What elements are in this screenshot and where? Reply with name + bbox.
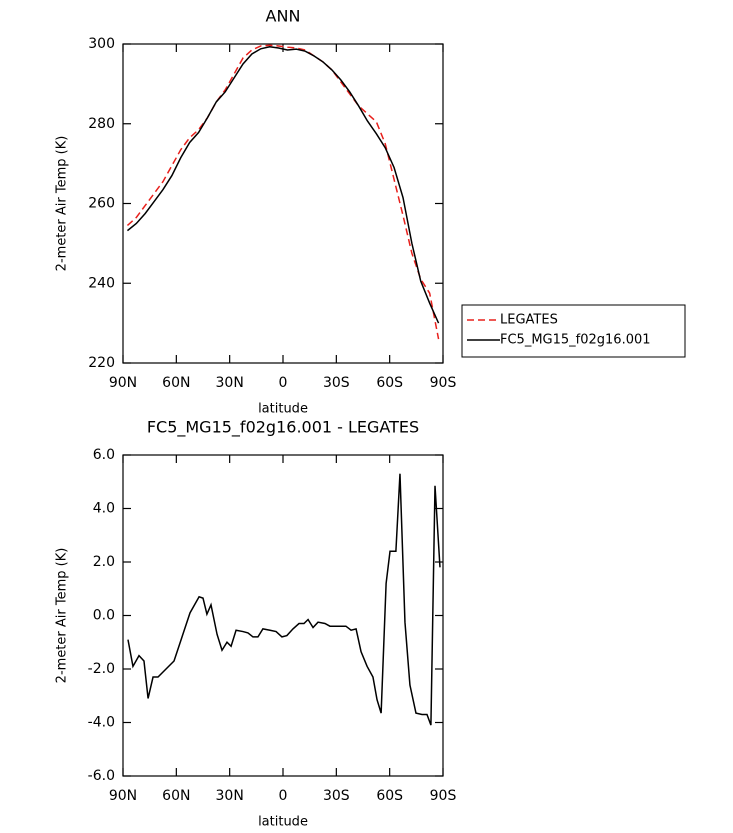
y-tick-label: 260: [88, 196, 115, 212]
x-tick-label: 90N: [109, 375, 137, 391]
chart-title: ANN: [266, 7, 301, 26]
x-axis-label: latitude: [258, 402, 308, 417]
x-tick-label: 30S: [323, 375, 350, 391]
x-tick-label: 60N: [162, 788, 190, 804]
legend-label: FC5_MG15_f02g16.001: [500, 333, 651, 348]
x-tick-label: 60N: [162, 375, 190, 391]
legend-box: [461, 304, 686, 358]
x-tick-label: 60S: [376, 375, 403, 391]
data-line: [126, 44, 440, 340]
x-tick-label: 30N: [216, 788, 244, 804]
data-line: [126, 46, 440, 324]
chart-title: FC5_MG15_f02g16.001 - LEGATES: [147, 418, 419, 438]
plot-frame: [122, 43, 444, 364]
x-tick-label: 90S: [430, 375, 457, 391]
y-tick-label: -4.0: [88, 715, 115, 731]
x-axis-label: latitude: [258, 815, 308, 830]
y-tick-label: 4.0: [93, 501, 115, 517]
x-tick-label: 30N: [216, 375, 244, 391]
data-line: [127, 473, 441, 726]
y-tick-label: -2.0: [88, 661, 115, 677]
y-tick-label: 300: [88, 36, 115, 52]
y-axis-label: 2-meter Air Temp (K): [55, 548, 70, 684]
y-tick-label: 6.0: [93, 447, 115, 463]
y-tick-label: 220: [88, 355, 115, 371]
x-tick-label: 0: [279, 375, 288, 391]
y-tick-label: 0.0: [93, 608, 115, 624]
y-axis-label: 2-meter Air Temp (K): [55, 136, 70, 272]
legend-label: LEGATES: [500, 313, 558, 328]
x-tick-label: 90S: [430, 788, 457, 804]
x-tick-label: 0: [279, 788, 288, 804]
y-tick-label: 280: [88, 116, 115, 132]
y-tick-label: 240: [88, 275, 115, 291]
plot-frame: [122, 454, 444, 777]
y-tick-label: 2.0: [93, 554, 115, 570]
x-tick-label: 90N: [109, 788, 137, 804]
y-tick-label: -6.0: [88, 768, 115, 784]
x-tick-label: 60S: [376, 788, 403, 804]
x-tick-label: 30S: [323, 788, 350, 804]
